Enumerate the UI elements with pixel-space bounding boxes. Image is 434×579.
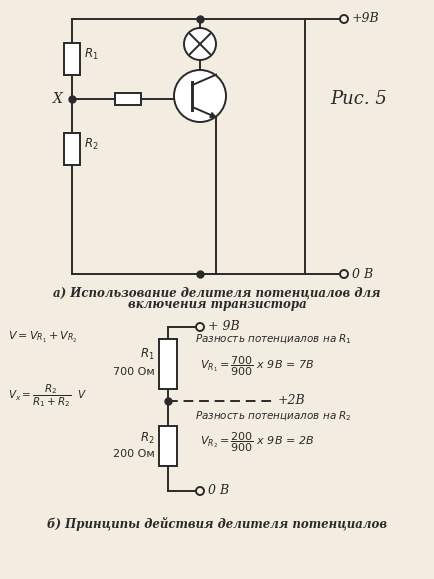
Text: $R_2$: $R_2$ (84, 137, 99, 152)
Bar (159, 339, 177, 389)
Text: 200 Ом: 200 Ом (113, 449, 155, 459)
Text: +2В: +2В (278, 394, 306, 408)
Text: +9В: +9В (352, 13, 380, 25)
Text: $R_1$: $R_1$ (140, 346, 155, 361)
Text: $V_x = \dfrac{R_2}{R_1+R_2}$  V: $V_x = \dfrac{R_2}{R_1+R_2}$ V (8, 383, 87, 409)
Text: + 9В: + 9В (208, 321, 240, 334)
Text: включения транзистора: включения транзистора (128, 298, 306, 311)
Text: 700 Ом: 700 Ом (113, 367, 155, 377)
Circle shape (184, 28, 216, 60)
Bar (115, 93, 141, 105)
Bar (64, 133, 80, 165)
Text: $R_2$: $R_2$ (140, 430, 155, 446)
Text: 0 В: 0 В (352, 267, 373, 280)
Text: Рис. 5: Рис. 5 (330, 90, 387, 108)
Bar (159, 426, 177, 466)
Text: X: X (53, 92, 63, 106)
Text: Разность потенциалов на $R_1$: Разность потенциалов на $R_1$ (195, 332, 352, 346)
Text: а) Использование делителя потенциалов для: а) Использование делителя потенциалов дл… (53, 286, 381, 299)
Bar (64, 43, 80, 75)
Text: $R_1$: $R_1$ (84, 46, 99, 61)
Circle shape (174, 70, 226, 122)
Text: Разность потенциалов на $R_2$: Разность потенциалов на $R_2$ (195, 409, 352, 423)
Text: $V = V_{R_1} + V_{R_2}$: $V = V_{R_1} + V_{R_2}$ (8, 330, 78, 345)
Text: $V_{R_1} = \dfrac{700}{900}$ х 9В = 7В: $V_{R_1} = \dfrac{700}{900}$ х 9В = 7В (200, 354, 314, 378)
Text: $V_{R_2} = \dfrac{200}{900}$ х 9В = 2В: $V_{R_2} = \dfrac{200}{900}$ х 9В = 2В (200, 430, 314, 454)
Text: б) Принципы действия делителя потенциалов: б) Принципы действия делителя потенциало… (47, 517, 387, 531)
Text: 0 В: 0 В (208, 485, 229, 497)
Polygon shape (210, 113, 216, 118)
